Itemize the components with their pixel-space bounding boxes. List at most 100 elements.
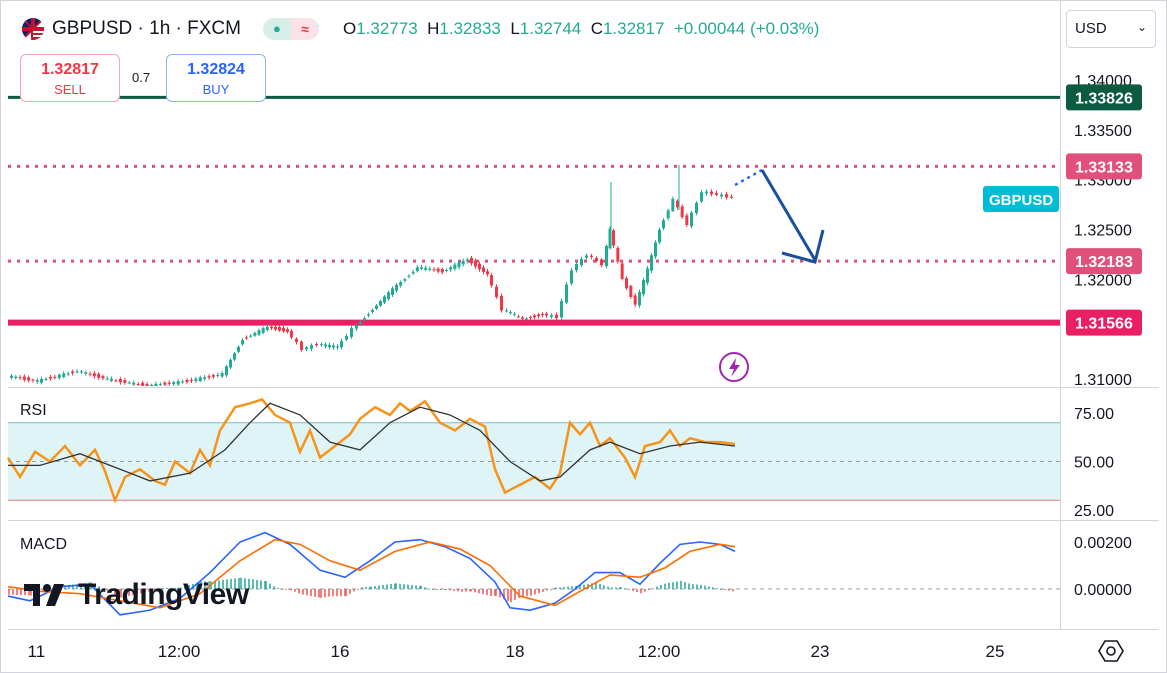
sell-button[interactable]: 1.32817 SELL bbox=[20, 54, 120, 102]
macd-histogram-bar bbox=[732, 589, 734, 592]
macd-histogram-bar bbox=[16, 589, 18, 595]
macd-histogram-bar bbox=[252, 579, 254, 589]
candle-body bbox=[97, 373, 101, 378]
macd-histogram-bar bbox=[652, 588, 654, 590]
macd-histogram-bar bbox=[611, 587, 613, 589]
candle-body bbox=[403, 279, 407, 281]
candle-body bbox=[505, 310, 508, 312]
rsi-ma-line bbox=[8, 402, 736, 482]
macd-histogram-bar bbox=[72, 584, 74, 589]
macd-histogram-bar bbox=[680, 580, 682, 589]
price-level-badge bbox=[1066, 248, 1142, 275]
candle-body bbox=[114, 380, 118, 382]
macd-histogram-bar bbox=[140, 589, 142, 594]
candle-body bbox=[237, 346, 240, 352]
macd-histogram-bar bbox=[102, 588, 104, 590]
candle-body bbox=[194, 378, 198, 382]
macd-histogram-bar bbox=[184, 586, 186, 589]
macd-histogram-bar bbox=[162, 588, 164, 590]
macd-histogram-bar bbox=[432, 589, 434, 590]
macd-histogram-bar bbox=[482, 589, 484, 595]
status-pill[interactable]: ● ≈ bbox=[262, 18, 319, 40]
candle-body bbox=[48, 377, 52, 379]
macd-histogram-bar bbox=[386, 584, 388, 589]
candle-body bbox=[62, 373, 66, 378]
candle-body bbox=[411, 271, 415, 274]
candle-body bbox=[181, 381, 185, 383]
macd-histogram-bar bbox=[503, 589, 505, 600]
price-level-text: 1.32183 bbox=[1075, 254, 1133, 271]
candle-body bbox=[676, 200, 679, 208]
signal-line bbox=[7, 538, 736, 609]
candle-body bbox=[445, 269, 448, 271]
rsi-label[interactable]: RSI bbox=[20, 402, 47, 419]
macd-histogram-bar bbox=[526, 589, 528, 597]
candle-body bbox=[595, 257, 598, 261]
macd-histogram-bar bbox=[636, 589, 638, 593]
candle-body bbox=[671, 198, 675, 211]
macd-histogram-bar bbox=[696, 584, 698, 589]
uk-us-flag-icon bbox=[22, 18, 44, 40]
candle-body bbox=[470, 257, 473, 264]
candle-body bbox=[650, 255, 653, 271]
symbol-title[interactable]: GBPUSD · 1h · FXCM bbox=[52, 18, 241, 39]
macd-histogram-bar bbox=[648, 589, 650, 590]
macd-histogram-bar bbox=[453, 589, 455, 591]
macd-histogram-bar bbox=[559, 587, 561, 589]
buy-price: 1.32824 bbox=[187, 61, 245, 78]
macd-histogram-bar bbox=[244, 578, 246, 589]
candle-body bbox=[324, 344, 327, 347]
candle-body bbox=[666, 210, 670, 219]
macd-histogram-bar bbox=[599, 583, 601, 589]
macd-histogram-bar bbox=[226, 579, 228, 589]
close-value: 1.32817 bbox=[602, 19, 665, 38]
macd-histogram-bar bbox=[174, 587, 176, 589]
pane-separator-macd[interactable] bbox=[8, 520, 1159, 521]
candle-body bbox=[500, 295, 503, 311]
candle-body bbox=[700, 192, 703, 202]
tradingview-logo-text: TradingView bbox=[78, 578, 249, 611]
candle-body bbox=[172, 382, 176, 385]
buy-button[interactable]: 1.32824 BUY bbox=[166, 54, 266, 102]
macd-histogram-bar bbox=[328, 589, 330, 597]
candle-body bbox=[541, 313, 544, 315]
candle-body bbox=[57, 374, 61, 378]
candle-body bbox=[545, 313, 548, 316]
candle-body bbox=[27, 377, 31, 381]
macd-histogram-bar bbox=[490, 589, 492, 597]
macd-histogram-bar bbox=[716, 588, 718, 590]
macd-histogram-bar bbox=[178, 587, 180, 589]
macd-histogram-bar bbox=[256, 579, 258, 589]
candle-body bbox=[123, 380, 127, 383]
candle-body bbox=[145, 383, 149, 386]
macd-label[interactable]: MACD bbox=[20, 536, 68, 553]
currency-select[interactable]: USD ⌄ bbox=[1066, 10, 1156, 48]
candle-body bbox=[118, 378, 122, 383]
price-tick-label: 1.32000 bbox=[1074, 272, 1132, 289]
macd-histogram-bar bbox=[378, 585, 380, 589]
candle-body bbox=[340, 341, 343, 348]
macd-histogram-bar bbox=[218, 580, 220, 589]
macd-histogram-bar bbox=[507, 589, 509, 601]
candle-body bbox=[253, 332, 257, 336]
candle-body bbox=[453, 264, 457, 269]
macd-histogram-bar bbox=[415, 585, 417, 589]
time-tick-label: 12:00 bbox=[158, 642, 201, 661]
projection-line[interactable] bbox=[734, 168, 763, 187]
settings-icon[interactable] bbox=[1098, 638, 1124, 664]
macd-histogram-bar bbox=[411, 585, 413, 589]
macd-histogram-bar bbox=[42, 589, 44, 592]
macd-histogram-bar bbox=[390, 584, 392, 589]
candle-body bbox=[216, 374, 220, 376]
candle-body bbox=[690, 212, 693, 227]
candle-body bbox=[560, 301, 563, 318]
candle-body bbox=[638, 291, 641, 306]
macd-histogram-bar bbox=[579, 585, 581, 589]
tradingview-logo[interactable]: TradingView bbox=[24, 578, 249, 612]
macd-histogram-bar bbox=[465, 589, 467, 592]
down-arrow-icon[interactable] bbox=[760, 169, 817, 261]
pane-separator-rsi[interactable] bbox=[8, 387, 1159, 388]
macd-histogram-bar bbox=[499, 589, 501, 598]
macd-histogram-bar bbox=[120, 589, 122, 598]
